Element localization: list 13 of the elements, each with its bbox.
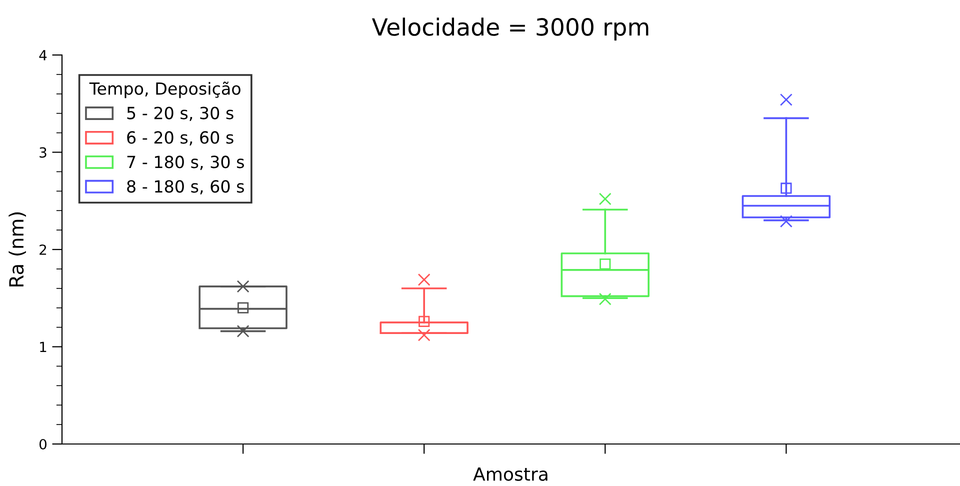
y-tick-label: 3 xyxy=(40,147,46,158)
legend-title: Tempo, Deposição xyxy=(89,82,240,98)
legend-label: 5 - 20 s, 30 s xyxy=(127,106,234,122)
y-tick-label: 0 xyxy=(39,438,46,450)
x-axis-title: Amostra xyxy=(473,467,548,481)
y-tick-label: 4 xyxy=(39,50,47,60)
legend-label: 8 - 180 s, 60 s xyxy=(127,180,244,194)
y-axis-title: Ra (nm) xyxy=(8,212,26,286)
y-tick-label: 2 xyxy=(40,244,46,255)
y-tick-label: 1 xyxy=(40,342,46,352)
chart-title: Velocidade = 3000 rpm xyxy=(372,18,648,40)
legend-label: 7 - 180 s, 30 s xyxy=(127,156,244,170)
legend-label: 6 - 20 s, 60 s xyxy=(127,131,234,146)
